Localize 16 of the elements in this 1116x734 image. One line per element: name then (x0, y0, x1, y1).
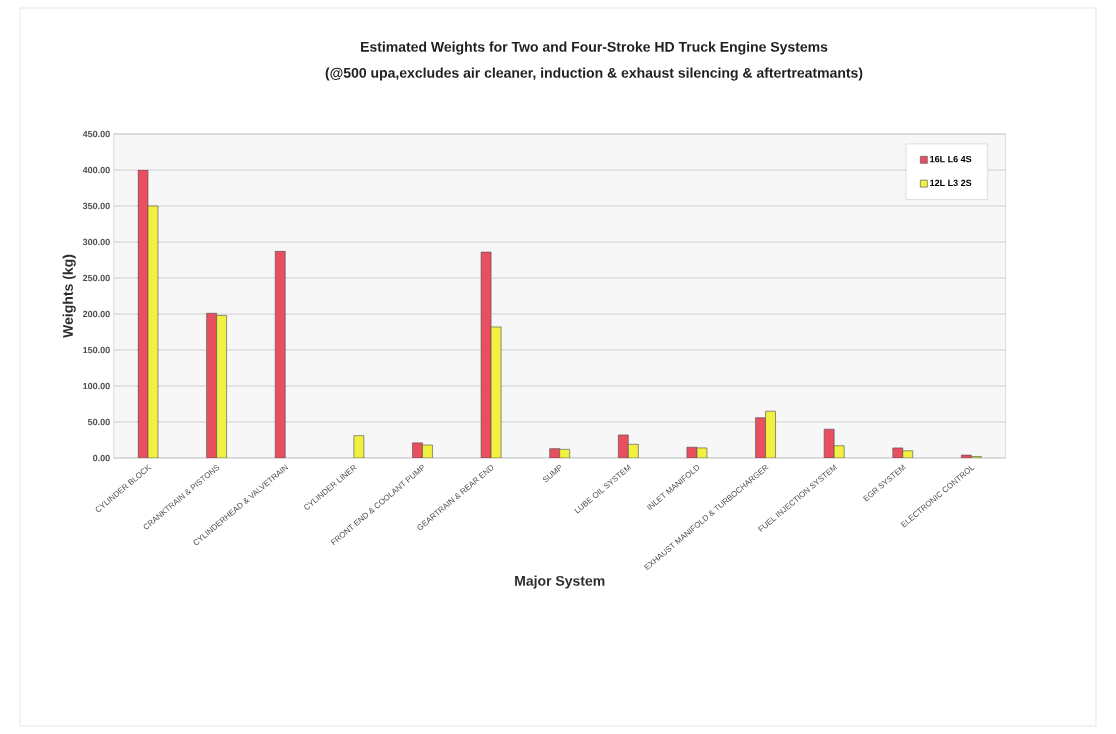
legend-label: 16L L6 4S (930, 155, 972, 163)
y-tick-label: 150.00 (83, 346, 110, 354)
chart-title: Estimated Weights for Two and Four-Stroke HD Truck Engine Systems (361, 41, 828, 55)
y-tick-label: 50.00 (87, 418, 110, 426)
y-tick-label: 0.00 (93, 454, 110, 462)
y-tick-label: 200.00 (82, 310, 110, 318)
y-tick-label: 350.00 (82, 202, 110, 210)
y-tick-label: 100.00 (83, 382, 110, 390)
y-tick-label: 400.00 (82, 166, 110, 174)
chart-subtitle: (@500 upa,excludes air cleaner, induction & exhaust silencing & aftertreatmants) (325, 67, 863, 81)
legend-label: 12L L3 2S (930, 179, 972, 187)
y-tick-label: 300.00 (82, 238, 110, 246)
y-axis-title: Weights (kg) (62, 254, 76, 338)
y-tick-label: 250.00 (82, 274, 110, 282)
x-axis-title: Major System (515, 575, 605, 589)
y-tick-label: 450.00 (82, 130, 110, 138)
